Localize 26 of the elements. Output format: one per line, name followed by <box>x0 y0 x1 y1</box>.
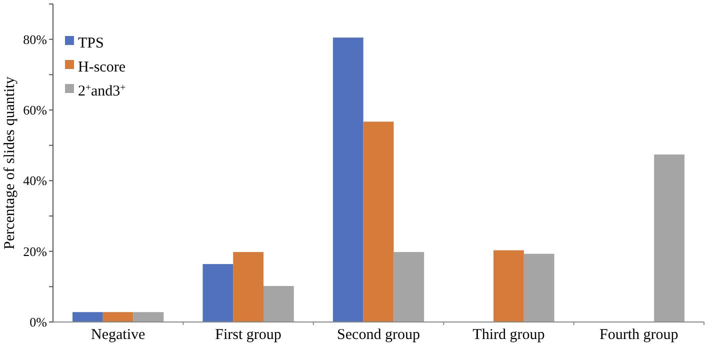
y-tick-label: 80% <box>23 32 48 47</box>
bar <box>133 312 164 322</box>
y-tick-label: 40% <box>23 173 48 188</box>
bar <box>524 254 554 322</box>
y-axis-title: Percentage of slides quantity <box>2 76 18 250</box>
bar <box>263 286 294 322</box>
bar <box>394 252 424 322</box>
bar <box>102 312 134 322</box>
x-tick-label: Third group <box>472 327 545 343</box>
legend-label: TPS <box>78 35 104 52</box>
y-tick-label: 0% <box>30 314 48 330</box>
bar <box>654 154 684 322</box>
x-tick-label: Fourth group <box>600 327 678 343</box>
x-tick-label: First group <box>215 327 282 343</box>
y-tick-label: 60% <box>23 102 48 118</box>
y-tick-label: 20% <box>23 244 48 259</box>
legend-label: 2$^{+}$and3$^{+}$ <box>78 82 126 100</box>
bar <box>332 38 364 322</box>
bar <box>494 250 524 322</box>
legend-label: H-score <box>78 59 126 76</box>
bar <box>363 122 394 322</box>
bar <box>72 312 103 322</box>
bar <box>202 264 234 322</box>
bar <box>233 252 264 322</box>
x-tick-label: Negative <box>91 327 146 343</box>
x-tick-label: Second group <box>337 327 420 343</box>
